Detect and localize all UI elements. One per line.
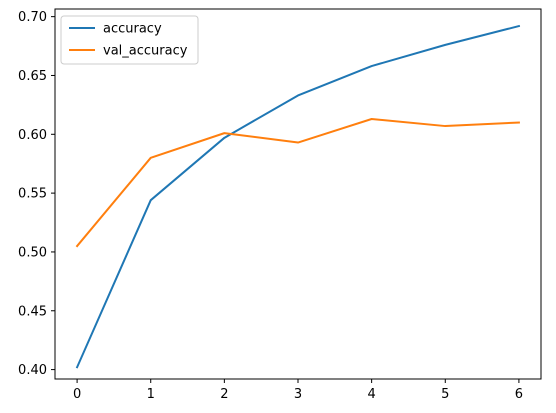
legend-label-accuracy: accuracy	[103, 22, 162, 37]
y-tick-label: 0.65	[18, 69, 47, 84]
y-tick-label: 0.70	[18, 10, 47, 25]
legend: accuracy val_accuracy	[60, 15, 199, 65]
x-tick-label: 4	[367, 387, 375, 402]
y-tick-label: 0.60	[18, 128, 47, 143]
y-tick-label: 0.55	[18, 187, 47, 202]
x-tick-label: 3	[294, 387, 302, 402]
series-lines	[75, 24, 521, 369]
x-tick-label: 2	[220, 387, 228, 402]
series-line-val-accuracy	[75, 118, 520, 248]
x-tick-label: 6	[515, 387, 523, 402]
x-tick-label: 5	[441, 387, 449, 402]
axes: 0 1 2 3 4 5 6 0.40 0.45 0.50 0.55 0.60 0.65 0.70	[18, 8, 542, 402]
legend-box	[60, 15, 199, 65]
series-line-accuracy	[75, 24, 521, 369]
legend-label-val-accuracy: val_accuracy	[103, 44, 188, 59]
x-tick-label: 0	[73, 387, 81, 402]
x-tick-label: 1	[147, 387, 155, 402]
y-tick-label: 0.50	[18, 245, 47, 260]
y-tick-label: 0.45	[18, 304, 47, 319]
y-tick-label: 0.40	[18, 363, 47, 378]
